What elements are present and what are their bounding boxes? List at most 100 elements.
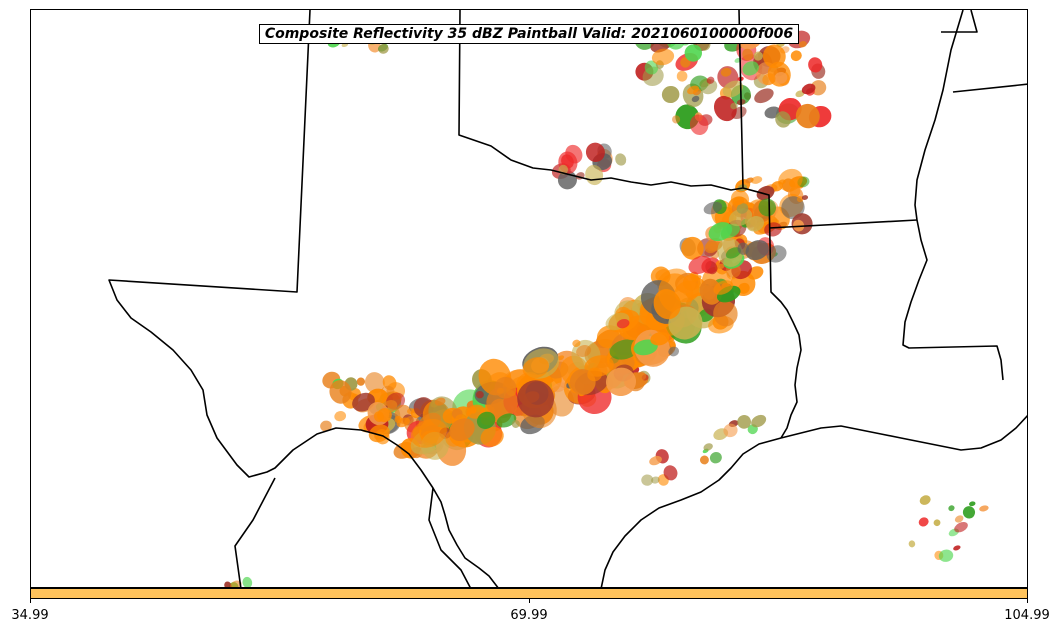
colorbar: [30, 588, 1028, 599]
paint-blob: [764, 222, 782, 237]
paint-blob: [979, 505, 989, 512]
paint-blob: [720, 67, 732, 77]
paint-blob: [742, 48, 754, 61]
paint-blob: [496, 413, 517, 428]
paint-blob: [954, 521, 968, 533]
paint-blob: [795, 90, 805, 98]
paint-blob: [641, 474, 654, 486]
paint-blob: [681, 236, 704, 260]
colorbar-tick-label-mid: 69.99: [510, 608, 548, 623]
paint-blob: [795, 103, 820, 129]
paint-blob: [713, 95, 737, 122]
paint-blob: [781, 196, 805, 220]
paint-blob: [728, 208, 753, 227]
paint-blob: [649, 455, 662, 466]
paint-blob: [691, 95, 700, 103]
paint-blob: [394, 415, 402, 424]
paint-blob: [720, 223, 740, 239]
texas-border: [108, 10, 499, 587]
mexico-state-line-2: [428, 487, 471, 587]
mississippi-river-north: [914, 10, 964, 221]
paint-blob: [605, 367, 637, 396]
tennessee-border: [952, 83, 1027, 93]
paint-blob: [356, 377, 365, 386]
colorbar-tick-label-max: 104.99: [1004, 608, 1050, 623]
paint-blob: [684, 44, 702, 62]
paint-blob: [522, 357, 550, 379]
paint-blob: [329, 380, 352, 404]
paint-blob: [651, 476, 660, 484]
tennessee-north: [941, 10, 978, 33]
paint-blob: [552, 382, 567, 393]
paint-blob: [938, 549, 954, 562]
paint-blob: [644, 60, 659, 75]
paint-blob: [585, 142, 605, 162]
paint-blob: [704, 241, 718, 254]
paint-blob: [327, 37, 341, 48]
paint-blob: [638, 371, 647, 380]
paint-blob: [953, 545, 961, 551]
reflectivity-map: [108, 10, 1027, 587]
paint-blob: [746, 215, 765, 232]
red-river-border: [458, 10, 744, 191]
paint-blob: [801, 195, 809, 200]
paint-blob: [475, 390, 484, 399]
paint-blob: [790, 50, 802, 62]
colorbar-tick-mark-1: [529, 599, 530, 603]
paint-blob: [449, 418, 475, 442]
paint-blob: [919, 495, 931, 505]
paint-blob: [709, 452, 722, 464]
paint-blob: [762, 73, 776, 86]
paint-blob: [700, 79, 718, 95]
paint-blob: [954, 515, 964, 523]
paint-blob: [476, 411, 496, 429]
paint-blob: [242, 576, 253, 587]
paint-blob: [688, 255, 712, 275]
paint-blob: [494, 376, 517, 399]
paint-blob: [378, 43, 389, 54]
paint-blob: [661, 85, 680, 104]
paint-blob: [725, 247, 741, 259]
paint-blob: [691, 275, 699, 282]
state-boundaries: [108, 10, 1027, 587]
paint-blob: [745, 240, 769, 261]
paint-blob: [753, 51, 763, 61]
paint-blob: [792, 219, 805, 232]
paint-blob: [754, 88, 774, 104]
mississippi-river: [902, 219, 1004, 381]
paint-blob: [616, 318, 630, 329]
paint-blob: [808, 57, 823, 73]
paint-blob: [762, 44, 786, 69]
paint-blob: [668, 346, 680, 357]
paint-blob: [230, 580, 242, 587]
paint-blob: [766, 245, 787, 263]
paint-blob: [699, 455, 709, 465]
paint-blob: [663, 465, 678, 481]
paint-blob: [224, 581, 232, 587]
paint-blob: [788, 30, 811, 49]
paint-blob: [918, 517, 929, 527]
paint-blob: [651, 48, 675, 66]
paint-blob: [737, 242, 750, 255]
paint-blob: [615, 153, 627, 166]
paint-blob: [334, 411, 347, 422]
paint-blob: [653, 289, 681, 320]
paint-blob: [633, 339, 658, 356]
paint-blob: [587, 367, 603, 382]
paint-blob: [689, 114, 709, 135]
texas-coast: [600, 437, 782, 587]
paint-blob: [576, 345, 592, 357]
colorbar-tick-label-min: 34.99: [11, 608, 49, 623]
paint-blob: [736, 203, 749, 214]
paint-blob: [434, 397, 446, 406]
louisiana-coast: [780, 414, 1027, 451]
paint-blob: [933, 519, 941, 527]
paint-blob: [751, 414, 767, 428]
paint-blob: [908, 540, 916, 548]
paint-blob: [703, 443, 713, 451]
mexico-state-line-1: [234, 477, 276, 587]
paint-blob: [774, 71, 788, 84]
paint-blob: [713, 280, 734, 295]
paint-blob: [517, 380, 555, 418]
paint-blob: [778, 168, 803, 192]
